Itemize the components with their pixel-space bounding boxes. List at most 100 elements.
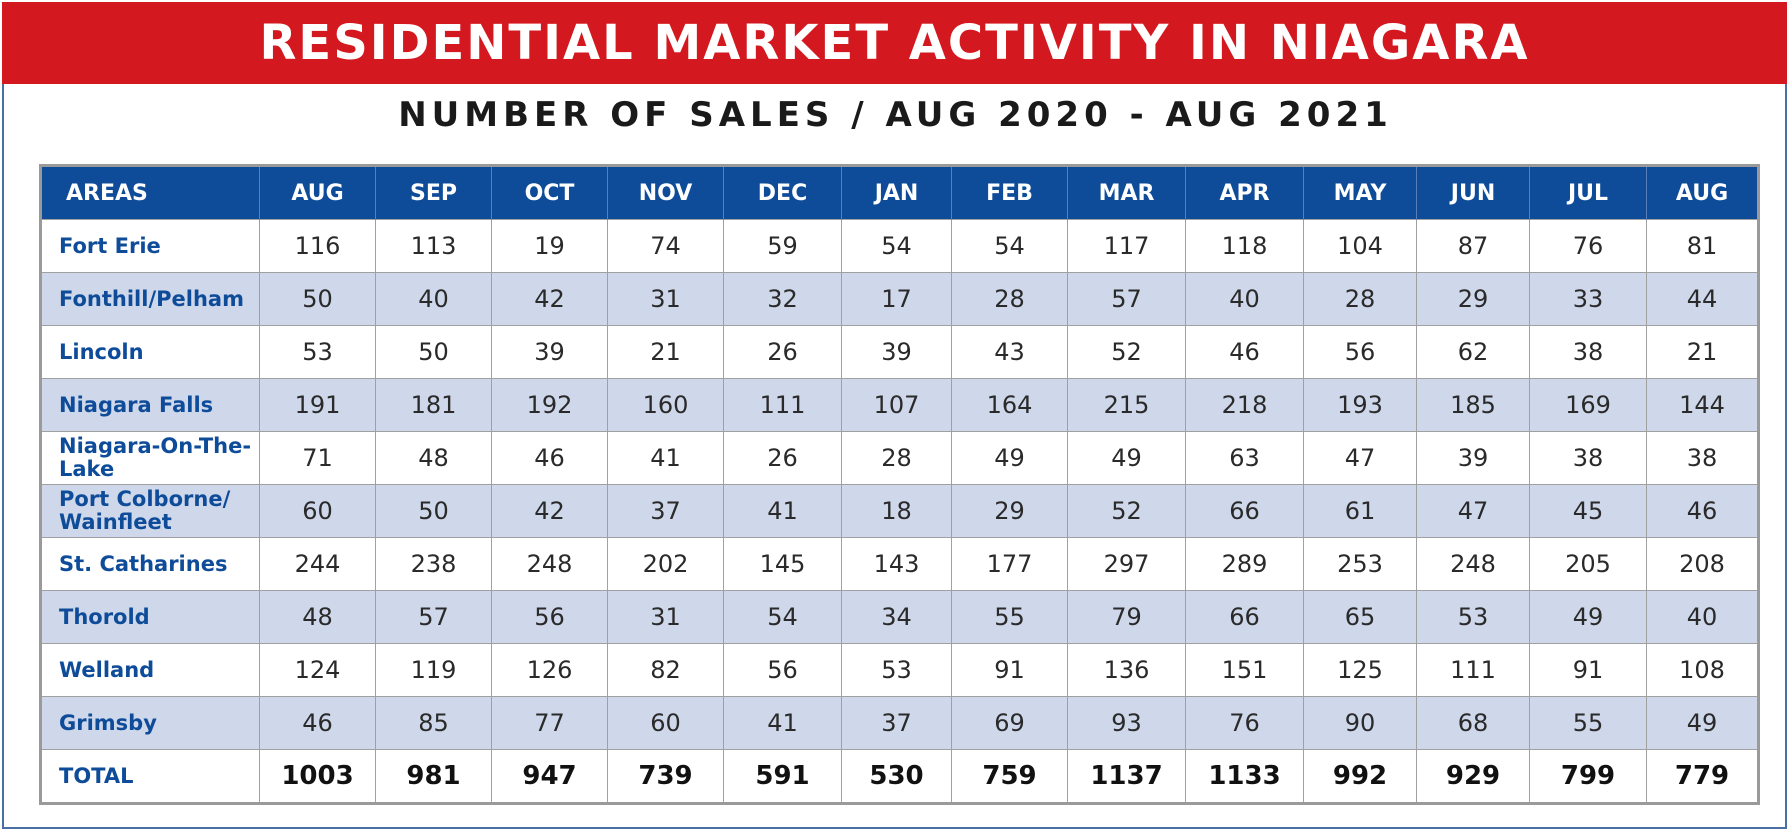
column-header-month: NOV (607, 165, 724, 220)
sales-value-cell: 111 (723, 378, 842, 432)
sales-value-cell: 19 (491, 219, 608, 273)
sales-value-cell: 111 (1416, 643, 1530, 697)
sales-value-cell: 74 (607, 219, 724, 273)
sales-value-cell: 21 (607, 325, 724, 379)
sales-value-cell: 46 (1646, 484, 1759, 538)
column-header-month: SEP (375, 165, 492, 220)
sales-value-cell: 191 (259, 378, 376, 432)
total-value-cell: 530 (841, 749, 952, 804)
sales-value-cell: 53 (259, 325, 376, 379)
sales-value-cell: 151 (1185, 643, 1304, 697)
total-label-cell: TOTAL (40, 749, 260, 804)
sales-value-cell: 126 (491, 643, 608, 697)
sales-value-cell: 43 (951, 325, 1068, 379)
sales-value-cell: 63 (1185, 431, 1304, 485)
sales-value-cell: 41 (607, 431, 724, 485)
table-row: Niagara Falls 191 181 192 160 111 107 164 215 218… (40, 378, 1759, 432)
sales-value-cell: 17 (841, 272, 952, 326)
table-row: Fonthill/Pelham 50 40 42 31 32 17 28 57 40 28 29 33 4… (40, 272, 1759, 326)
sales-value-cell: 60 (607, 696, 724, 750)
sales-value-cell: 81 (1646, 219, 1759, 273)
sales-value-cell: 125 (1303, 643, 1417, 697)
sales-value-cell: 41 (723, 696, 842, 750)
column-header-areas: AREAS (40, 165, 260, 220)
sales-value-cell: 289 (1185, 537, 1304, 591)
sales-value-cell: 193 (1303, 378, 1417, 432)
table-body: Fort Erie 116 113 19 74 59 54 54 117 118 104 87 76 81… (40, 219, 1759, 804)
table-row: Niagara-On-The-Lake 71 48 46 41 26 28 49 49 63 47 3… (40, 431, 1759, 485)
sales-value-cell: 124 (259, 643, 376, 697)
sales-value-cell: 28 (1303, 272, 1417, 326)
sales-value-cell: 117 (1067, 219, 1186, 273)
page-subtitle: NUMBER OF SALES / AUG 2020 - AUG 2021 (398, 95, 1393, 135)
sales-value-cell: 57 (1067, 272, 1186, 326)
total-row: TOTAL 1003 981 947 739 591 530 759 1137 1133 992 92… (40, 749, 1759, 804)
sales-value-cell: 56 (1303, 325, 1417, 379)
sales-value-cell: 60 (259, 484, 376, 538)
column-header-month: JUL (1529, 165, 1647, 220)
sales-value-cell: 119 (375, 643, 492, 697)
sales-value-cell: 39 (1416, 431, 1530, 485)
sales-value-cell: 66 (1185, 590, 1304, 644)
sales-value-cell: 208 (1646, 537, 1759, 591)
sales-value-cell: 26 (723, 325, 842, 379)
total-value-cell: 947 (491, 749, 608, 804)
sales-value-cell: 38 (1529, 325, 1647, 379)
sales-value-cell: 57 (375, 590, 492, 644)
sales-value-cell: 55 (1529, 696, 1647, 750)
column-header-month: OCT (491, 165, 608, 220)
sales-value-cell: 47 (1303, 431, 1417, 485)
sales-value-cell: 40 (1646, 590, 1759, 644)
sales-value-cell: 164 (951, 378, 1068, 432)
total-value-cell: 739 (607, 749, 724, 804)
sales-value-cell: 76 (1529, 219, 1647, 273)
total-value-cell: 759 (951, 749, 1068, 804)
table-row: Grimsby 46 85 77 60 41 37 69 93 76 90 68 55 49 (40, 696, 1759, 750)
header-row: AREAS AUG SEP OCT NOV DEC JAN FEB MAR APR MAY JUN J… (40, 165, 1759, 220)
sales-value-cell: 181 (375, 378, 492, 432)
sales-value-cell: 66 (1185, 484, 1304, 538)
sales-value-cell: 205 (1529, 537, 1647, 591)
sales-value-cell: 104 (1303, 219, 1417, 273)
table-row: Welland 124 119 126 82 56 53 91 136 151 125 111 91 10… (40, 643, 1759, 697)
sales-value-cell: 39 (491, 325, 608, 379)
sales-value-cell: 52 (1067, 484, 1186, 538)
sales-value-cell: 69 (951, 696, 1068, 750)
sales-value-cell: 41 (723, 484, 842, 538)
sales-value-cell: 145 (723, 537, 842, 591)
sales-value-cell: 49 (951, 431, 1068, 485)
column-header-month: DEC (723, 165, 842, 220)
column-header-month: APR (1185, 165, 1304, 220)
sales-value-cell: 61 (1303, 484, 1417, 538)
sales-value-cell: 33 (1529, 272, 1647, 326)
area-name-cell: Lincoln (40, 325, 260, 379)
column-header-month: AUG (1646, 165, 1759, 220)
sales-value-cell: 50 (259, 272, 376, 326)
sales-value-cell: 26 (723, 431, 842, 485)
sales-value-cell: 160 (607, 378, 724, 432)
sales-value-cell: 50 (375, 484, 492, 538)
sales-value-cell: 38 (1529, 431, 1647, 485)
sales-value-cell: 76 (1185, 696, 1304, 750)
sales-value-cell: 192 (491, 378, 608, 432)
sales-value-cell: 46 (1185, 325, 1304, 379)
sales-value-cell: 118 (1185, 219, 1304, 273)
column-header-month: AUG (259, 165, 376, 220)
sales-value-cell: 62 (1416, 325, 1530, 379)
sales-value-cell: 29 (1416, 272, 1530, 326)
sales-value-cell: 108 (1646, 643, 1759, 697)
sales-value-cell: 38 (1646, 431, 1759, 485)
sales-value-cell: 185 (1416, 378, 1530, 432)
sales-value-cell: 48 (375, 431, 492, 485)
sales-value-cell: 136 (1067, 643, 1186, 697)
sales-value-cell: 28 (951, 272, 1068, 326)
sales-value-cell: 46 (491, 431, 608, 485)
area-name-cell: Thorold (40, 590, 260, 644)
sales-value-cell: 113 (375, 219, 492, 273)
area-name-cell: Fonthill/Pelham (40, 272, 260, 326)
total-value-cell: 981 (375, 749, 492, 804)
area-name-cell: Fort Erie (40, 219, 260, 273)
sales-value-cell: 49 (1529, 590, 1647, 644)
table-row: Lincoln 53 50 39 21 26 39 43 52 46 56 62 38 21 (40, 325, 1759, 379)
sales-value-cell: 82 (607, 643, 724, 697)
